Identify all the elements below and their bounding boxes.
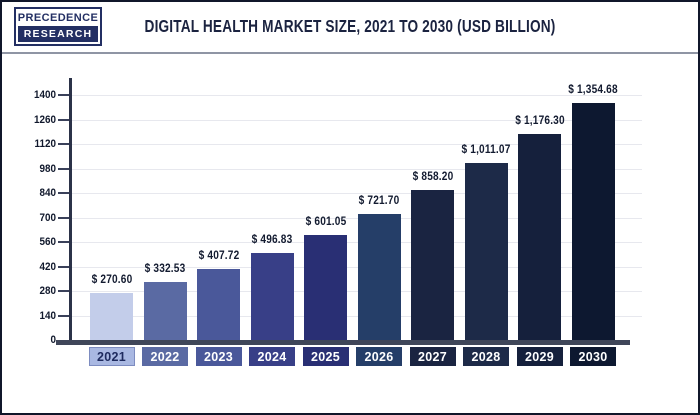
- y-axis-tick: [58, 192, 71, 194]
- x-axis-baseline: [56, 340, 630, 345]
- bar-value-label: $ 407.72: [198, 249, 239, 262]
- y-axis-label: 1120: [34, 138, 56, 150]
- y-axis-tick: [58, 94, 71, 96]
- chart-title: DIGITAL HEALTH MARKET SIZE, 2021 TO 2030…: [144, 16, 556, 36]
- x-axis-year-badge: 2028: [463, 347, 509, 366]
- bar-value-label: $ 270.60: [91, 273, 132, 286]
- y-gridline: [71, 193, 642, 194]
- bar-value-label: $ 1,176.30: [514, 115, 565, 128]
- y-gridline: [71, 242, 642, 243]
- bar-2025: [304, 234, 347, 340]
- y-axis-label: 840: [39, 187, 56, 199]
- y-axis-label: 420: [39, 260, 56, 273]
- x-axis-year-badge: 2026: [356, 347, 402, 366]
- bar-2021: [90, 292, 133, 340]
- bar-2029: [518, 134, 561, 340]
- y-axis-tick: [58, 167, 71, 170]
- y-gridline: [71, 144, 642, 145]
- bar-2024: [250, 253, 294, 340]
- x-axis-year-badge: 2024: [249, 347, 295, 366]
- y-axis-tick: [58, 290, 71, 292]
- bar-2027: [411, 189, 454, 340]
- precedence-research-logo: PRECEDENCE RESEARCH: [14, 7, 102, 46]
- logo-line2: RESEARCH: [18, 26, 98, 42]
- bar-value-label: $ 1,354.68: [568, 83, 618, 96]
- y-axis-tick: [58, 143, 71, 145]
- x-axis-year-badge: 2030: [570, 347, 616, 366]
- bar-value-label: $ 601.05: [305, 215, 346, 228]
- y-axis-label: 140: [39, 309, 56, 322]
- y-gridline: [71, 266, 642, 268]
- y-axis-tick: [58, 265, 71, 268]
- y-gridline: [71, 291, 642, 292]
- bar-2023: [197, 268, 240, 340]
- y-axis-tick: [58, 314, 71, 317]
- bar-value-label: $ 858.20: [412, 170, 453, 183]
- y-axis-label: 980: [39, 162, 56, 175]
- bar-value-label: $ 332.53: [144, 262, 186, 275]
- y-axis-tick: [58, 216, 71, 219]
- y-gridline: [71, 168, 642, 170]
- bar-2026: [357, 213, 401, 340]
- x-axis-year-badge: 2022: [142, 347, 188, 366]
- y-axis-line: [69, 78, 72, 340]
- y-gridline: [71, 95, 642, 96]
- x-axis-year-badge: 2021: [88, 347, 135, 366]
- y-axis-label: 700: [39, 211, 56, 224]
- y-axis-label: 560: [39, 236, 56, 248]
- y-gridline: [71, 315, 642, 317]
- logo-line1: PRECEDENCE: [17, 11, 99, 24]
- x-axis-year-badge: 2023: [195, 347, 242, 366]
- x-axis-year-badge: 2029: [516, 347, 563, 366]
- y-axis-label: 0: [50, 334, 56, 346]
- bar-2030: [571, 102, 615, 340]
- y-gridline: [71, 217, 642, 219]
- bar-value-label: $ 721.70: [358, 194, 400, 207]
- y-axis-label: 1400: [33, 89, 56, 101]
- x-axis-year-badge: 2027: [409, 347, 456, 366]
- bar-2028: [464, 163, 508, 340]
- y-gridline: [71, 119, 642, 121]
- bar-2022: [143, 281, 187, 340]
- y-axis-label: 1260: [33, 113, 56, 126]
- y-axis-tick: [58, 118, 71, 121]
- bar-value-label: $ 1,011.07: [461, 144, 511, 157]
- bar-value-label: $ 496.83: [251, 234, 293, 247]
- y-axis-label: 280: [39, 285, 56, 297]
- y-axis-tick: [58, 241, 71, 243]
- header-divider: [2, 52, 698, 54]
- x-axis-year-badge: 2025: [302, 347, 349, 366]
